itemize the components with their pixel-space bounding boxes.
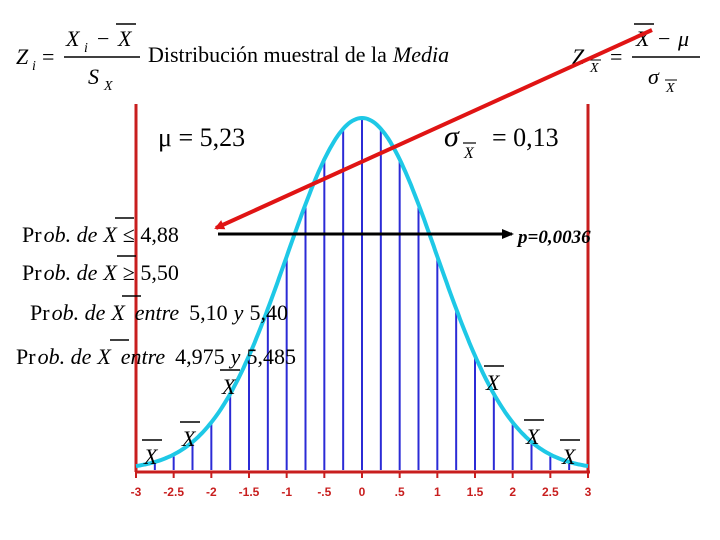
- svg-text:=: =: [610, 44, 622, 69]
- probability-item-1: Prob. de X ≤ 4,88: [22, 217, 179, 247]
- svg-text:X: X: [181, 426, 197, 451]
- svg-text:X: X: [485, 370, 501, 395]
- z-score-formula-right: Z X = X − μ σ X: [572, 23, 700, 96]
- svg-text:−: −: [97, 26, 109, 51]
- x-tick-label: -3: [131, 485, 142, 499]
- svg-text:Prob. deX≤ 4,88: Prob. de X ≤ 4,88: [22, 222, 179, 247]
- xbar-markers: X X X X X X: [142, 365, 580, 469]
- x-tick-label: -.5: [317, 485, 331, 499]
- z-score-formula-left: Z i = X i − X S X: [16, 23, 140, 94]
- xbar-marker: X: [180, 421, 200, 451]
- density-lines: [153, 120, 571, 470]
- formula-pointer-arrow: [214, 28, 653, 230]
- normal-distribution-chart: -3 -2.5 -2 -1.5 -1 -.5 0 .5 1 1.5 2 2.5 3: [131, 104, 592, 499]
- svg-text:X: X: [561, 444, 577, 469]
- xbar-marker: X: [484, 365, 504, 395]
- svg-text:i: i: [32, 59, 36, 74]
- xbar-marker: X: [220, 369, 240, 399]
- x-tick-label: 1.5: [467, 485, 484, 499]
- svg-text:Z: Z: [16, 44, 29, 69]
- x-axis-tick-labels: -3 -2.5 -2 -1.5 -1 -.5 0 .5 1 1.5 2 2.5 3: [131, 485, 592, 499]
- svg-text:X: X: [665, 81, 675, 96]
- svg-text:μ: μ: [677, 26, 689, 51]
- probability-item-2: Prob. de X ≥ 5,50: [22, 255, 179, 285]
- x-tick-label: 2.5: [542, 485, 559, 499]
- svg-text:X: X: [143, 444, 159, 469]
- x-tick-label: -2: [206, 485, 217, 499]
- svg-text:X: X: [103, 79, 113, 94]
- svg-text:X: X: [117, 26, 133, 51]
- mu-value-label: μ = 5,23: [158, 123, 245, 152]
- svg-text:S: S: [88, 64, 99, 89]
- svg-text:Prob. deX≥ 5,50: Prob. de X ≥ 5,50: [22, 260, 179, 285]
- p-value-label: p=0,0036: [516, 227, 591, 248]
- x-axis-ticks: [135, 472, 589, 478]
- svg-text:X: X: [463, 145, 475, 162]
- svg-text:i: i: [84, 41, 88, 56]
- xbar-marker: X: [142, 439, 162, 469]
- svg-text:X: X: [589, 61, 599, 76]
- x-tick-label: .5: [395, 485, 405, 499]
- svg-text:X: X: [525, 424, 541, 449]
- x-tick-label: 0: [359, 485, 366, 499]
- svg-text:X: X: [65, 26, 81, 51]
- sigma-value-label: σ X = 0,13: [444, 120, 559, 162]
- svg-text:σ: σ: [648, 64, 660, 89]
- x-tick-label: -2.5: [163, 485, 184, 499]
- density-curve: [135, 115, 589, 469]
- page-title: Distribución muestral de la Media: [148, 42, 449, 67]
- x-tick-label: -1.5: [239, 485, 260, 499]
- svg-text:= 0,13: = 0,13: [492, 123, 559, 152]
- svg-text:X: X: [221, 374, 237, 399]
- xbar-marker: X: [560, 439, 580, 469]
- xbar-marker: X: [524, 419, 544, 449]
- x-tick-label: 2: [509, 485, 516, 499]
- svg-text:σ: σ: [444, 120, 460, 153]
- x-tick-label: 1: [434, 485, 441, 499]
- x-tick-label: -1: [281, 485, 292, 499]
- x-tick-label: 3: [585, 485, 592, 499]
- svg-text:=: =: [42, 44, 54, 69]
- probability-list: Prob. de X ≤ 4,88 Prob. de X ≥ 5,50 Prob. de…: [16, 217, 296, 369]
- svg-text:−: −: [658, 26, 670, 51]
